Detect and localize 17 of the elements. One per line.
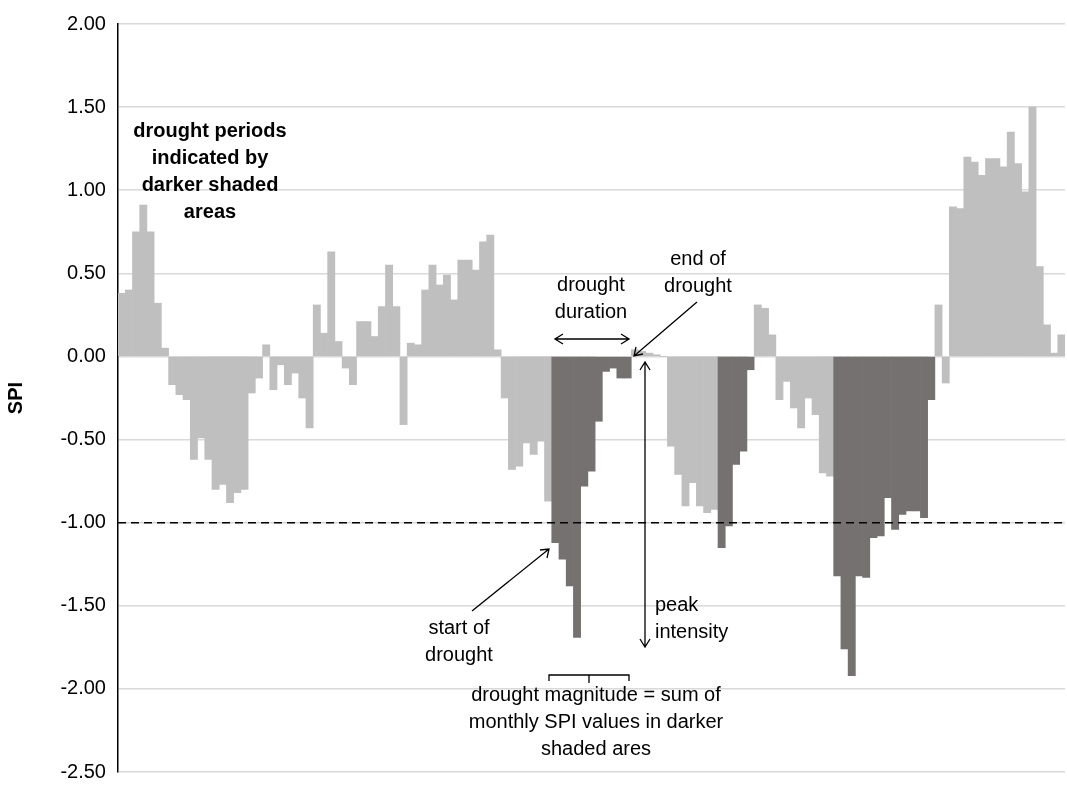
annotation: end of drought: [664, 247, 733, 296]
y-tick-label: -1.00: [60, 510, 106, 533]
annotation: peak intensity: [655, 593, 729, 642]
y-tick-label: 1.00: [67, 177, 106, 200]
y-tick-label: -1.50: [60, 593, 106, 616]
annotation: drought periods indicated by darker shaded areas: [133, 119, 287, 222]
y-tick-label: 0.00: [67, 343, 106, 366]
annotation: start of drought: [425, 616, 494, 665]
y-tick-label: 0.50: [67, 260, 106, 283]
y-axis-title: SPI: [3, 381, 26, 415]
y-tick-label: -2.00: [60, 676, 106, 699]
annotation: drought duration: [554, 273, 628, 322]
y-tick-label: 2.00: [67, 11, 106, 34]
y-tick-label: -2.50: [60, 759, 106, 782]
y-tick-label: 1.50: [67, 94, 106, 117]
y-tick-label: -0.50: [60, 427, 106, 450]
annotation: drought magnitude = sum of monthly SPI values in darker shaded ares: [468, 683, 724, 759]
